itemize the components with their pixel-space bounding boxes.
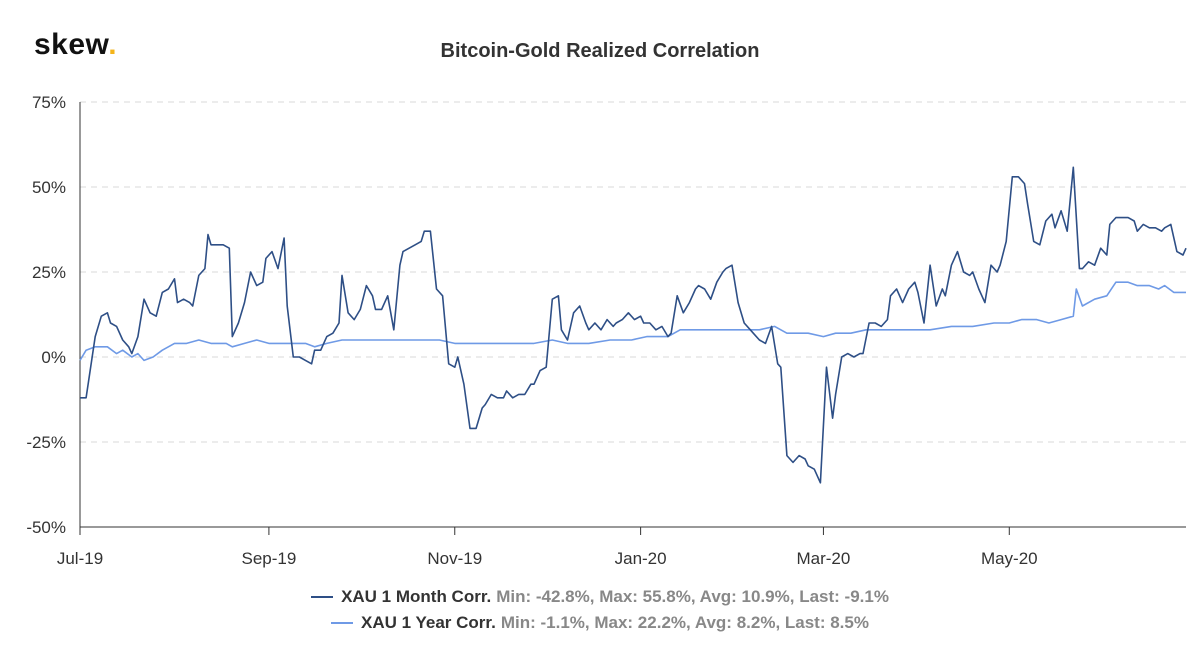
- x-tick-label: Mar-20: [796, 549, 850, 568]
- y-tick-label: 0%: [41, 348, 66, 367]
- line-chart: 75% 50% 25% 0% -25% -50% Jul-19 Sep-19 Nov-19 Ja…: [26, 93, 1187, 568]
- x-axis: Jul-19 Sep-19 Nov-19 Jan-20 Mar-20 May-20: [57, 527, 1038, 568]
- y-axis: 75% 50% 25% 0% -25% -50%: [26, 93, 1186, 537]
- legend-series-stats: Min: -1.1%, Max: 22.2%, Avg: 8.2%, Last:…: [500, 613, 869, 632]
- x-tick-label: Sep-19: [241, 549, 296, 568]
- logo-text: skew: [34, 28, 109, 61]
- legend-item[interactable]: XAU 1 Year Corr. Min: -1.1%, Max: 22.2%, …: [0, 610, 1200, 636]
- x-tick-label: Jul-19: [57, 549, 103, 568]
- logo-dot: .: [108, 28, 118, 61]
- chart-title: Bitcoin-Gold Realized Correlation: [440, 40, 760, 62]
- legend-item[interactable]: XAU 1 Month Corr. Min: -42.8%, Max: 55.8%…: [0, 584, 1200, 610]
- chart-series: [79, 166, 1187, 484]
- y-tick-label: -25%: [26, 433, 66, 452]
- legend-series-stats: Min: -42.8%, Max: 55.8%, Avg: 10.9%, Las…: [496, 587, 889, 606]
- series-line-xau-1-month-corr: [80, 166, 1187, 484]
- y-tick-label: -50%: [26, 518, 66, 537]
- legend-series-name: XAU 1 Year Corr.: [361, 613, 496, 632]
- legend-swatch: [331, 622, 354, 624]
- grid-lines: [80, 101, 1186, 443]
- skew-logo: skew.: [34, 28, 117, 62]
- y-tick-label: 25%: [32, 263, 66, 282]
- series-line-xau-1-year-corr: [79, 281, 1186, 362]
- x-tick-label: Nov-19: [427, 549, 482, 568]
- y-tick-label: 50%: [32, 178, 66, 197]
- legend-swatch: [311, 596, 334, 598]
- x-tick-label: May-20: [981, 549, 1038, 568]
- legend-series-name: XAU 1 Month Corr.: [341, 587, 492, 606]
- legend: XAU 1 Month Corr. Min: -42.8%, Max: 55.8%…: [0, 584, 1200, 636]
- y-tick-label: 75%: [32, 93, 66, 112]
- x-tick-label: Jan-20: [615, 549, 667, 568]
